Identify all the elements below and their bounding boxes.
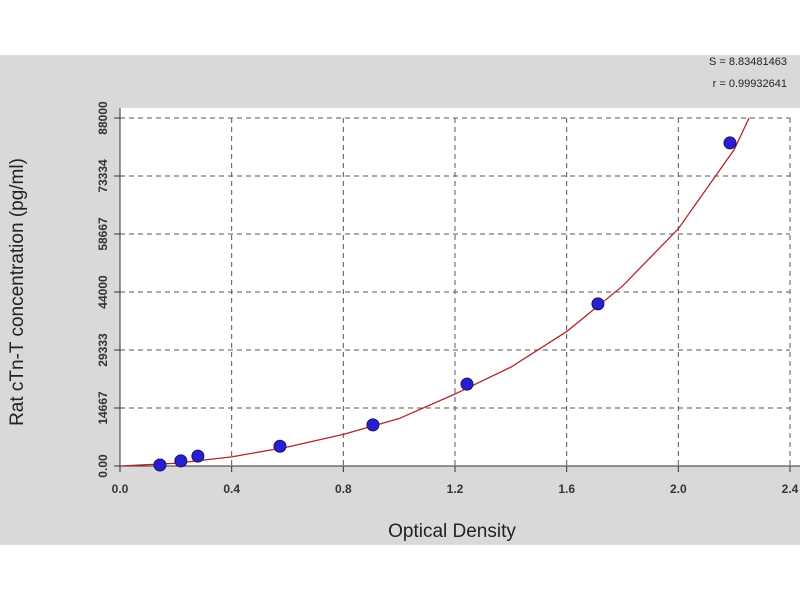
data-point [723,136,737,150]
data-point [366,418,380,432]
data-point [174,454,188,468]
data-point [591,297,605,311]
stat-r: r = 0.99932641 [713,78,787,90]
y-tick-label: 58667 [96,217,110,251]
x-tick-label: 1.6 [558,482,575,496]
data-point [153,458,167,472]
data-point [460,377,474,391]
y-axis-title: Rat cTn-T concentration (pg/ml) [7,158,28,426]
y-tick-label: 44000 [96,275,110,309]
x-tick-label: 2.0 [670,482,687,496]
plot-area [120,108,800,466]
y-tick-label: 73334 [96,159,110,193]
x-tick-label: 0.0 [112,482,129,496]
data-point [273,439,287,453]
x-tick-label: 2.4 [782,482,799,496]
y-tick-label: 29333 [96,333,110,367]
x-tick-label: 0.4 [223,482,240,496]
y-tick-label: 14667 [96,391,110,425]
data-point [191,449,205,463]
x-axis-title: Optical Density [388,521,516,542]
fit-curve [120,118,750,466]
x-tick-label: 1.2 [447,482,464,496]
x-tick-label: 0.8 [335,482,352,496]
y-tick-label: 0.00 [96,454,110,478]
stat-s: S = 8.83481463 [709,56,787,68]
y-tick-label: 88000 [96,101,110,135]
